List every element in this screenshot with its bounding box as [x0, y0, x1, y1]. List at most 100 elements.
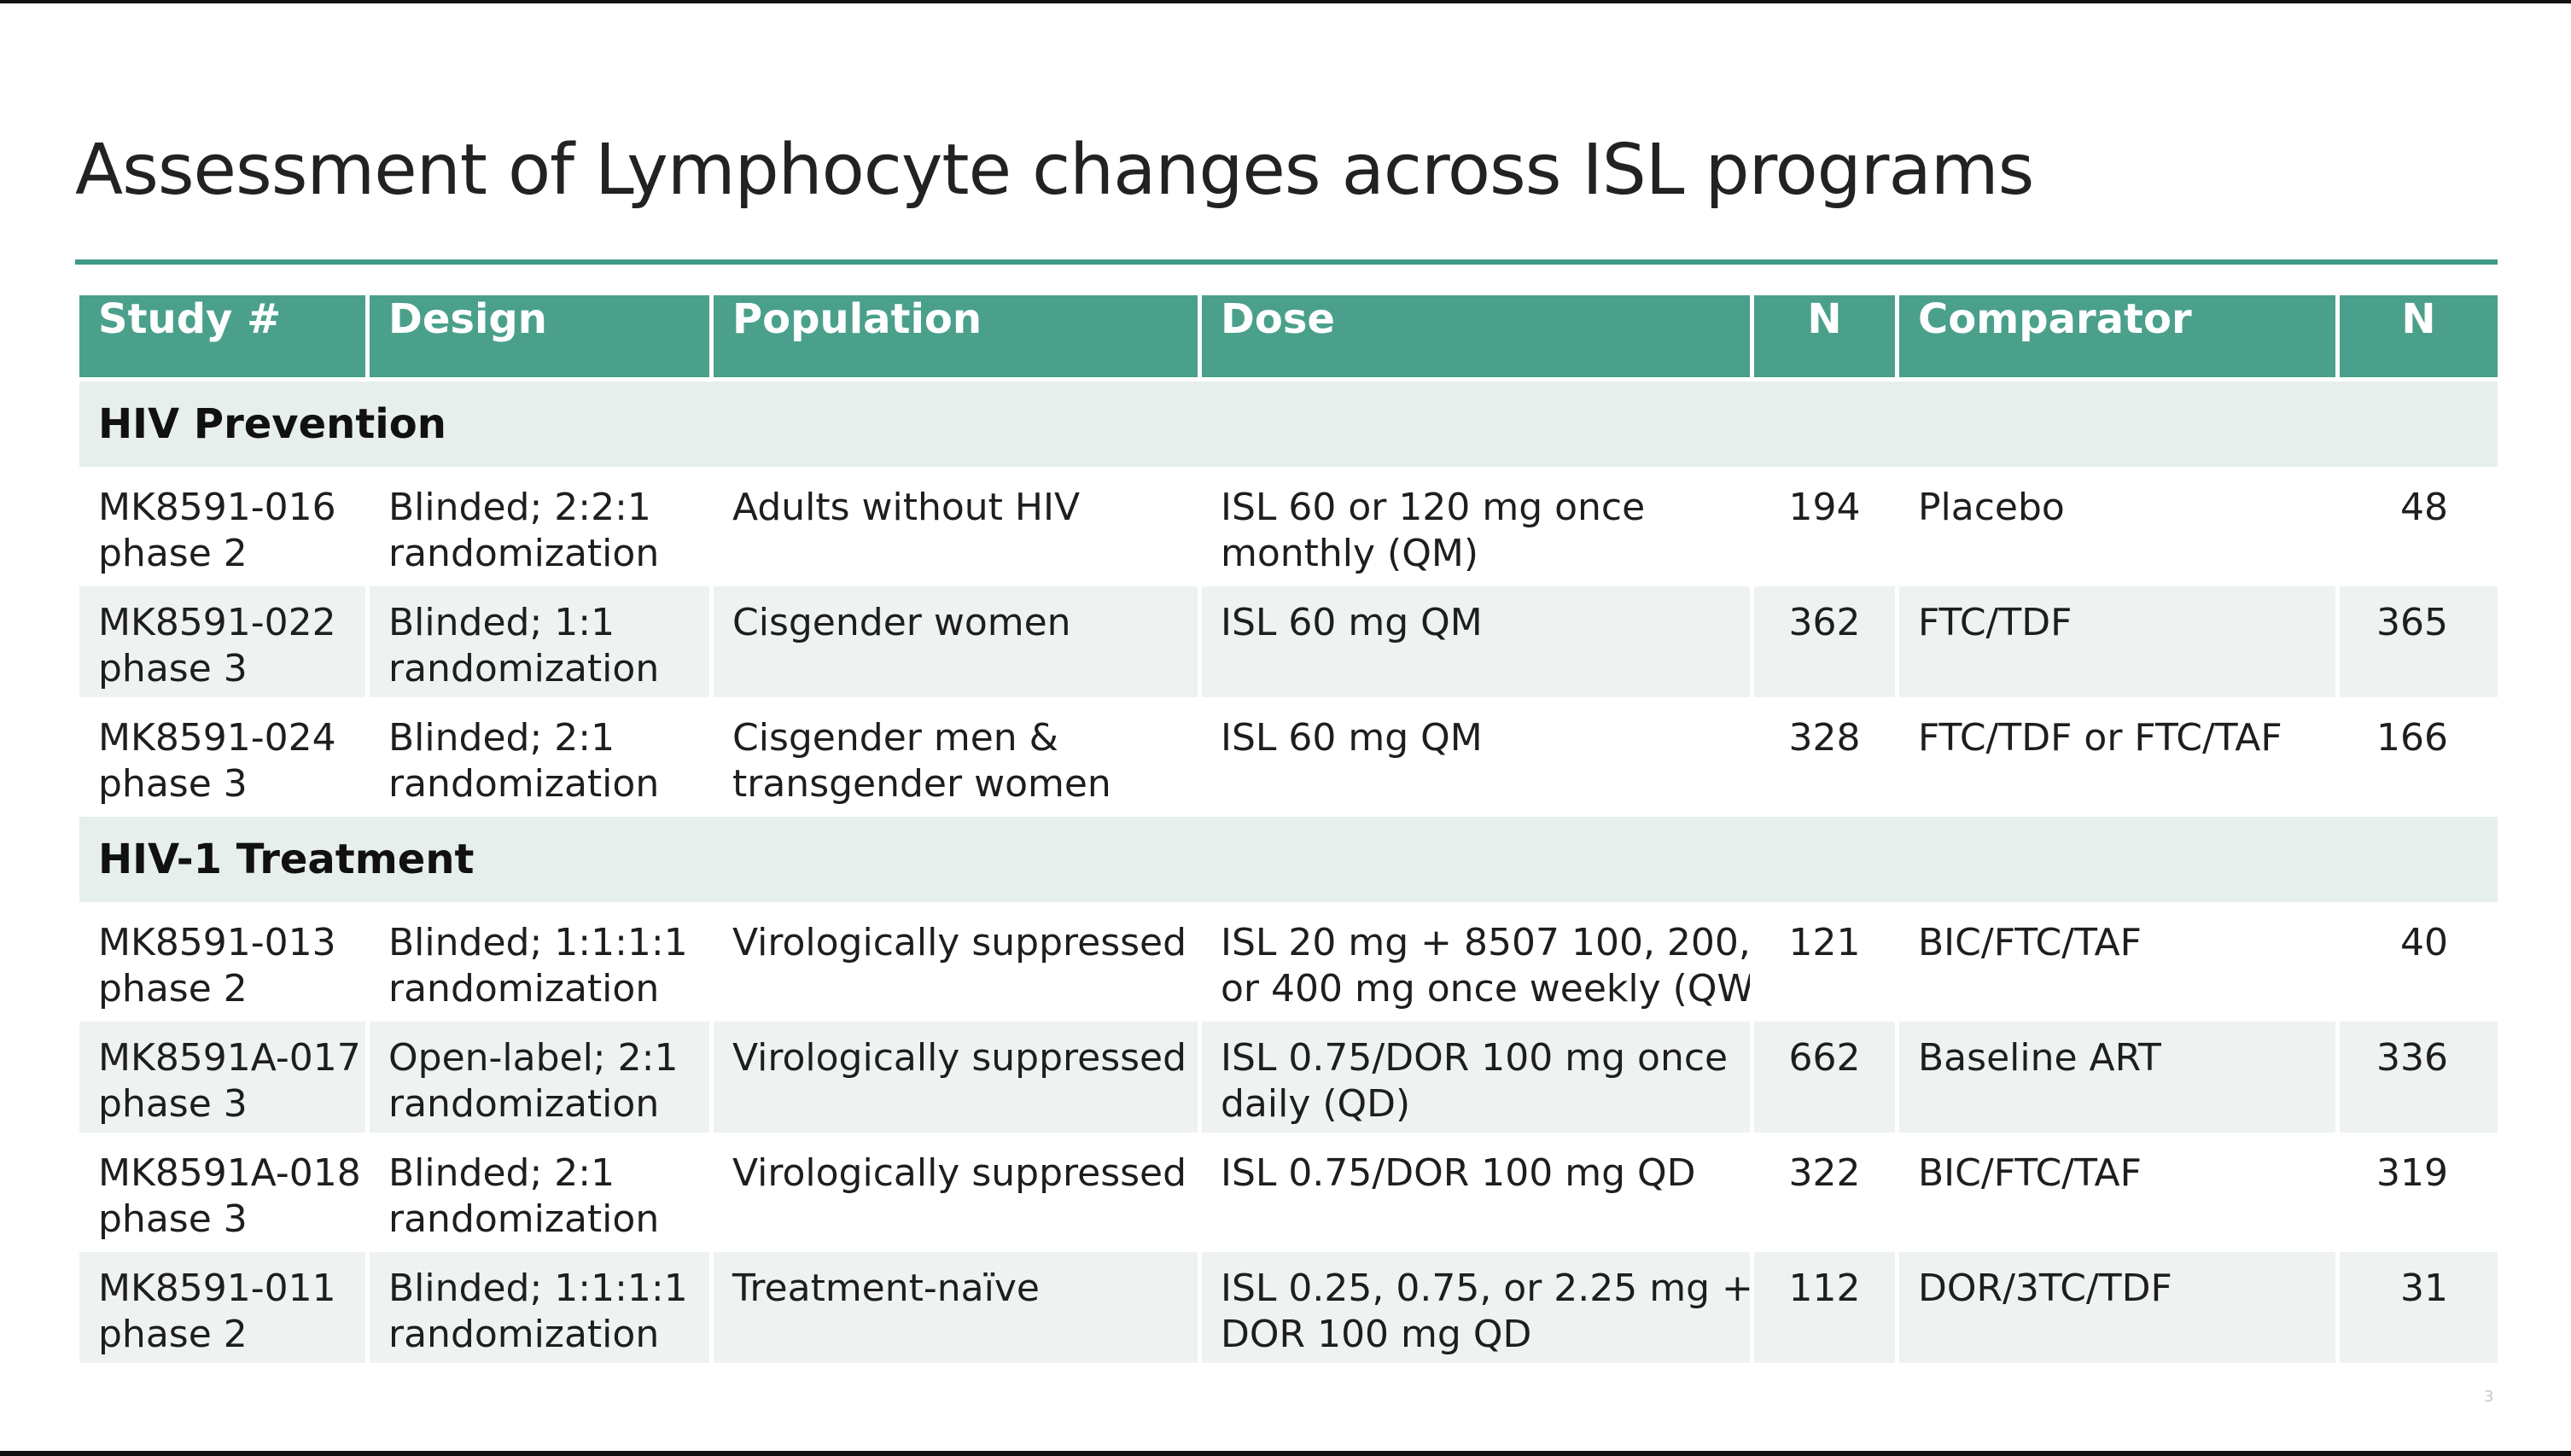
study-id: MK8591-011 — [98, 1267, 336, 1310]
dose-line: ISL 0.75/DOR 100 mg once — [1221, 1036, 1729, 1080]
design-cell: Open-label; 2:1 randomization — [365, 1019, 714, 1137]
group-header-row: HIV-1 Treatment — [75, 814, 2502, 906]
comparator-n-cell: 336 — [2335, 1019, 2502, 1137]
comparator-cell: FTC/TDF — [1895, 584, 2340, 702]
population-line: transgender women — [732, 762, 1111, 806]
study-phase: phase 3 — [98, 1082, 248, 1126]
comparator-n-cell: 48 — [2335, 469, 2502, 586]
studies-table: Study # Design Population Dose N Compara… — [75, 295, 2502, 1367]
study-cell: MK8591A-017 phase 3 — [75, 1019, 370, 1137]
dose-line: daily (QD) — [1221, 1082, 1411, 1126]
dose-cell: ISL 60 mg QM — [1198, 699, 1754, 817]
table-row: MK8591-011 phase 2 Blinded; 1:1:1:1 rand… — [75, 1249, 2502, 1367]
top-border — [0, 0, 2571, 3]
table-row: MK8591A-018 phase 3 Blinded; 2:1 randomi… — [75, 1134, 2502, 1252]
dose-line: monthly (QM) — [1221, 532, 1478, 575]
population-line: Treatment-naïve — [732, 1267, 1040, 1310]
study-phase: phase 3 — [98, 1197, 248, 1241]
header-comparator: Comparator — [1895, 295, 2340, 381]
study-cell: MK8591-016 phase 2 — [75, 469, 370, 586]
study-id: MK8591A-018 — [98, 1151, 361, 1195]
dose-line: ISL 60 mg QM — [1221, 716, 1483, 760]
design-cell: Blinded; 1:1 randomization — [365, 584, 714, 702]
design-cell: Blinded; 2:1 randomization — [365, 1134, 714, 1252]
dose-cell: ISL 0.75/DOR 100 mg QD — [1198, 1134, 1754, 1252]
n-cell: 322 — [1750, 1134, 1899, 1252]
population-cell: Cisgender men & transgender women — [709, 699, 1202, 817]
design-line: randomization — [388, 1313, 660, 1356]
population-line: Cisgender women — [732, 601, 1071, 644]
design-line: Open-label; 2:1 — [388, 1036, 679, 1080]
n-cell: 328 — [1750, 699, 1899, 817]
design-line: randomization — [388, 762, 660, 806]
design-line: randomization — [388, 647, 660, 690]
study-phase: phase 3 — [98, 647, 248, 690]
dose-line: or 400 mg once weekly (QW) — [1221, 967, 1752, 1010]
bottom-border — [0, 1451, 2571, 1456]
dose-cell: ISL 20 mg + 8507 100, 200, or 400 mg onc… — [1198, 904, 1754, 1022]
table-row: MK8591A-017 phase 3 Open-label; 2:1 rand… — [75, 1019, 2502, 1137]
design-cell: Blinded; 1:1:1:1 randomization — [365, 904, 714, 1022]
design-line: randomization — [388, 1197, 660, 1241]
design-line: randomization — [388, 967, 660, 1010]
header-dose: Dose — [1198, 295, 1754, 381]
n-cell: 194 — [1750, 469, 1899, 586]
study-cell: MK8591A-018 phase 3 — [75, 1134, 370, 1252]
page-number: 3 — [2484, 1388, 2494, 1406]
comparator-n-cell: 31 — [2335, 1249, 2502, 1367]
study-phase: phase 3 — [98, 762, 248, 806]
header-comparator-n: N — [2335, 295, 2502, 381]
comparator-cell: BIC/FTC/TAF — [1895, 1134, 2340, 1252]
comparator-n-cell: 166 — [2335, 699, 2502, 817]
dose-cell: ISL 60 or 120 mg once monthly (QM) — [1198, 469, 1754, 586]
study-id: MK8591A-017 — [98, 1036, 361, 1080]
design-line: Blinded; 1:1 — [388, 601, 615, 644]
design-line: Blinded; 2:2:1 — [388, 486, 651, 529]
table-row: MK8591-013 phase 2 Blinded; 1:1:1:1 rand… — [75, 904, 2502, 1022]
study-phase: phase 2 — [98, 1313, 248, 1356]
comparator-cell: Placebo — [1895, 469, 2340, 586]
dose-cell: ISL 60 mg QM — [1198, 584, 1754, 702]
header-n: N — [1750, 295, 1899, 381]
study-id: MK8591-022 — [98, 601, 336, 644]
n-cell: 112 — [1750, 1249, 1899, 1367]
group-label: HIV-1 Treatment — [75, 814, 2502, 906]
population-cell: Adults without HIV — [709, 469, 1202, 586]
n-cell: 362 — [1750, 584, 1899, 702]
design-cell: Blinded; 2:2:1 randomization — [365, 469, 714, 586]
slide-title: Assessment of Lymphocyte changes across … — [75, 130, 2034, 211]
population-cell: Virologically suppressed — [709, 1019, 1202, 1137]
dose-line: ISL 60 mg QM — [1221, 601, 1483, 644]
n-cell: 662 — [1750, 1019, 1899, 1137]
table-header-row: Study # Design Population Dose N Compara… — [75, 295, 2502, 381]
comparator-n-cell: 40 — [2335, 904, 2502, 1022]
study-id: MK8591-013 — [98, 921, 336, 964]
comparator-cell: FTC/TDF or FTC/TAF — [1895, 699, 2340, 817]
population-cell: Cisgender women — [709, 584, 1202, 702]
population-line: Virologically suppressed — [732, 921, 1187, 964]
population-line: Virologically suppressed — [732, 1036, 1187, 1080]
design-line: randomization — [388, 532, 660, 575]
population-line: Virologically suppressed — [732, 1151, 1187, 1195]
comparator-n-cell: 319 — [2335, 1134, 2502, 1252]
header-population: Population — [709, 295, 1202, 381]
study-cell: MK8591-011 phase 2 — [75, 1249, 370, 1367]
population-cell: Virologically suppressed — [709, 1134, 1202, 1252]
dose-line: ISL 60 or 120 mg once — [1221, 486, 1646, 529]
study-cell: MK8591-022 phase 3 — [75, 584, 370, 702]
comparator-cell: DOR/3TC/TDF — [1895, 1249, 2340, 1367]
group-label: HIV Prevention — [75, 379, 2502, 471]
population-line: Adults without HIV — [732, 486, 1081, 529]
population-cell: Treatment-naïve — [709, 1249, 1202, 1367]
design-line: Blinded; 2:1 — [388, 716, 615, 760]
table-row: MK8591-024 phase 3 Blinded; 2:1 randomiz… — [75, 699, 2502, 817]
design-line: Blinded; 1:1:1:1 — [388, 1267, 688, 1310]
dose-line: DOR 100 mg QD — [1221, 1313, 1532, 1356]
n-cell: 121 — [1750, 904, 1899, 1022]
study-phase: phase 2 — [98, 532, 248, 575]
comparator-n-cell: 365 — [2335, 584, 2502, 702]
dose-line: ISL 20 mg + 8507 100, 200, — [1221, 921, 1751, 964]
dose-line: ISL 0.75/DOR 100 mg QD — [1221, 1151, 1696, 1195]
group-header-row: HIV Prevention — [75, 379, 2502, 471]
study-phase: phase 2 — [98, 967, 248, 1010]
